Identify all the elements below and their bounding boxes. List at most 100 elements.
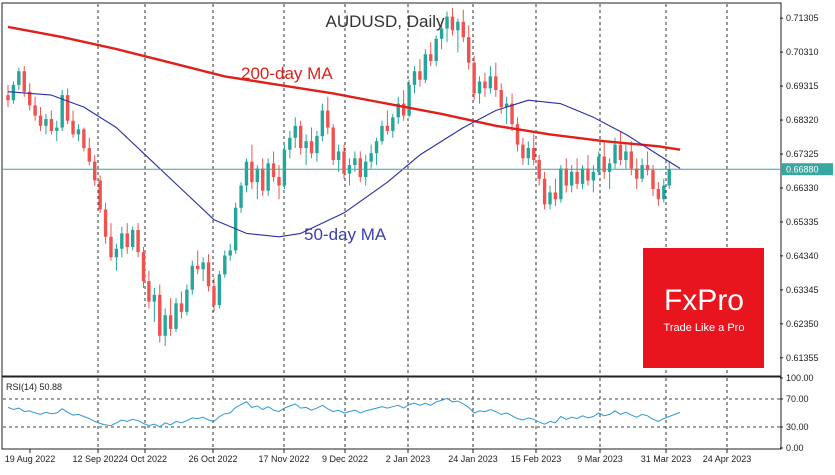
candle-body: [22, 71, 26, 92]
candle-body: [504, 103, 509, 108]
candle-body: [326, 110, 330, 128]
y-tick-label: 0.64340: [786, 251, 819, 261]
candle-body: [559, 168, 563, 200]
candle-body: [569, 171, 574, 186]
candle-body: [353, 158, 357, 166]
y-tick-label: 0.63345: [786, 285, 819, 295]
candle-body: [461, 21, 465, 38]
logo-tagline: Trade Like a Pro: [664, 322, 745, 334]
candle-body: [65, 95, 70, 121]
rsi-tick-label: 70.00: [786, 394, 809, 404]
candle-body: [82, 129, 86, 149]
candle-body: [228, 250, 232, 256]
candle-body: [309, 141, 314, 154]
candle-body: [239, 185, 243, 208]
y-tick-label: 0.65335: [786, 217, 819, 227]
candle-body: [607, 163, 612, 172]
candle-body: [342, 151, 346, 174]
candle-body: [651, 170, 655, 189]
candle-body: [429, 54, 433, 61]
moving-averages: [7, 25, 681, 238]
candle-body: [575, 171, 579, 184]
candle-body: [6, 95, 10, 101]
candle-body: [17, 71, 21, 85]
candle-body: [304, 141, 308, 149]
candle-body: [391, 117, 395, 131]
x-tick-label: 15 Feb 2023: [511, 454, 562, 464]
candle-body: [185, 289, 189, 312]
x-tick-label: 2 Jan 2023: [386, 454, 431, 464]
candle-body: [494, 76, 498, 91]
candle-body: [591, 171, 596, 181]
rsi-line-group: [7, 397, 681, 428]
rsi-panel-frame: [1, 376, 782, 450]
candle-body: [640, 165, 644, 179]
rsi-tick-label: 100.00: [786, 373, 814, 383]
candle-body: [250, 161, 254, 183]
candle-body: [477, 81, 482, 94]
candle-body: [320, 110, 325, 137]
candle-body: [261, 168, 265, 191]
candlesticks: [6, 8, 671, 346]
rsi-line: [7, 397, 681, 428]
x-tick-label: 26 Oct 2022: [188, 454, 237, 464]
candle-body: [331, 127, 335, 160]
candle-body: [244, 161, 249, 186]
candle-body: [196, 265, 200, 270]
candle-body: [423, 54, 428, 80]
candle-body: [472, 62, 476, 94]
fxpro-logo: FxPro Trade Like a Pro: [643, 248, 764, 368]
candle-body: [217, 274, 222, 306]
candle-body: [553, 192, 558, 200]
candle-body: [282, 149, 287, 186]
candle-body: [152, 294, 157, 302]
candle-body: [223, 255, 227, 275]
y-tick-label: 0.66330: [786, 183, 819, 193]
candle-body: [483, 81, 487, 89]
candle-body: [109, 236, 113, 258]
x-tick-label: 12 Sep 2022: [72, 454, 123, 464]
candle-body: [44, 119, 48, 126]
candle-body: [602, 156, 606, 172]
candle-body: [55, 127, 59, 131]
chart-title: AUDUSD, Daily: [325, 12, 445, 31]
main-panel-frame: [1, 2, 782, 377]
x-tick-label: 17 Nov 2022: [258, 454, 309, 464]
price-tag-label: 0.66880: [786, 165, 819, 175]
candle-body: [580, 168, 585, 184]
candle-body: [288, 137, 292, 150]
candle-body: [38, 115, 43, 126]
candle-body: [499, 90, 503, 108]
candle-body: [212, 286, 216, 306]
candle-body: [190, 265, 194, 290]
candle-body: [369, 153, 373, 162]
current-price-line: 0.66880: [3, 163, 833, 176]
candle-body: [618, 144, 623, 160]
candle-body: [125, 233, 129, 248]
y-tick-label: 0.68320: [786, 115, 819, 125]
candle-body: [298, 125, 303, 149]
candle-body: [662, 185, 666, 200]
candle-body: [418, 71, 422, 80]
candle-body: [624, 151, 628, 160]
price-axis: 0.71305 0.70310 0.69315 0.68320 0.67325 0.663…: [780, 13, 819, 363]
candle-body: [396, 103, 400, 118]
candle-body: [548, 192, 552, 205]
candle-body: [488, 76, 493, 89]
candle-body: [179, 303, 184, 312]
candle-body: [450, 16, 455, 31]
candle-body: [255, 168, 260, 183]
candle-body: [407, 84, 411, 116]
candle-body: [27, 91, 32, 106]
candle-body: [510, 103, 514, 125]
candle-body: [467, 37, 471, 63]
logo-background: [643, 248, 764, 368]
logo-brand: FxPro: [664, 284, 744, 317]
candle-body: [120, 233, 124, 249]
candle-body: [130, 229, 135, 248]
ma200-label: 200-day MA: [241, 64, 333, 83]
candle-body: [526, 148, 531, 159]
candle-body: [358, 158, 362, 178]
candle-body: [385, 125, 390, 131]
